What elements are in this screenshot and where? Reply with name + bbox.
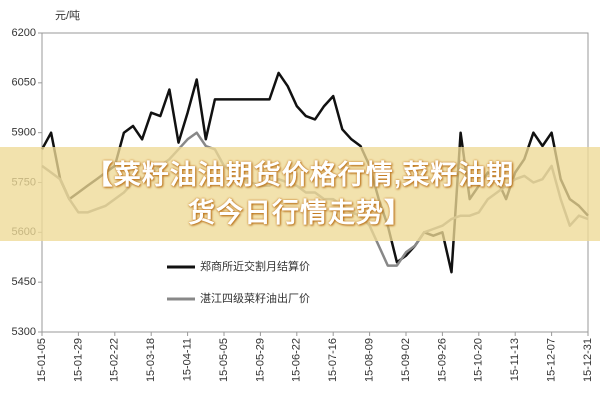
x-tick-label: 15-06-22 [291,338,303,382]
x-tick-label: 15-05-29 [254,338,266,382]
title-line: 货今日行情走势】 [188,198,412,228]
y-unit: 元/吨 [55,9,80,22]
title-banner: 【菜籽油油期货价格行情,菜籽油期 货今日行情走势】 [0,147,600,241]
y-tick-label: 5300 [12,326,36,338]
x-tick-label: 15-07-16 [327,338,339,382]
x-tick-label: 15-05-05 [218,338,230,382]
x-tick-label: 15-03-18 [145,338,157,382]
x-tick-label: 15-10-20 [473,338,485,382]
x-tick-label: 15-01-05 [36,338,48,382]
y-tick-label: 6200 [12,27,36,39]
x-tick-label: 15-04-11 [182,338,194,381]
y-tick-label: 5450 [12,276,36,288]
x-tick-label: 15-12-07 [546,338,558,382]
y-tick-label: 5900 [12,127,36,139]
y-tick-label: 6050 [12,77,36,89]
legend-label: 湛江四级菜籽油出厂价 [200,291,310,305]
x-tick-label: 15-09-26 [436,338,448,382]
x-tick-label: 15-01-29 [72,338,84,382]
title-line: 【菜籽油油期货价格行情,菜籽油期 [85,160,515,190]
x-tick-label: 15-08-09 [364,338,376,382]
x-tick-label: 15-11-13 [509,338,521,381]
x-tick-label: 15-09-02 [400,338,412,382]
x-tick-label: 15-12-31 [582,338,594,382]
x-tick-label: 15-02-22 [109,338,121,382]
legend-label: 郑商所近交割月结算价 [200,259,310,273]
